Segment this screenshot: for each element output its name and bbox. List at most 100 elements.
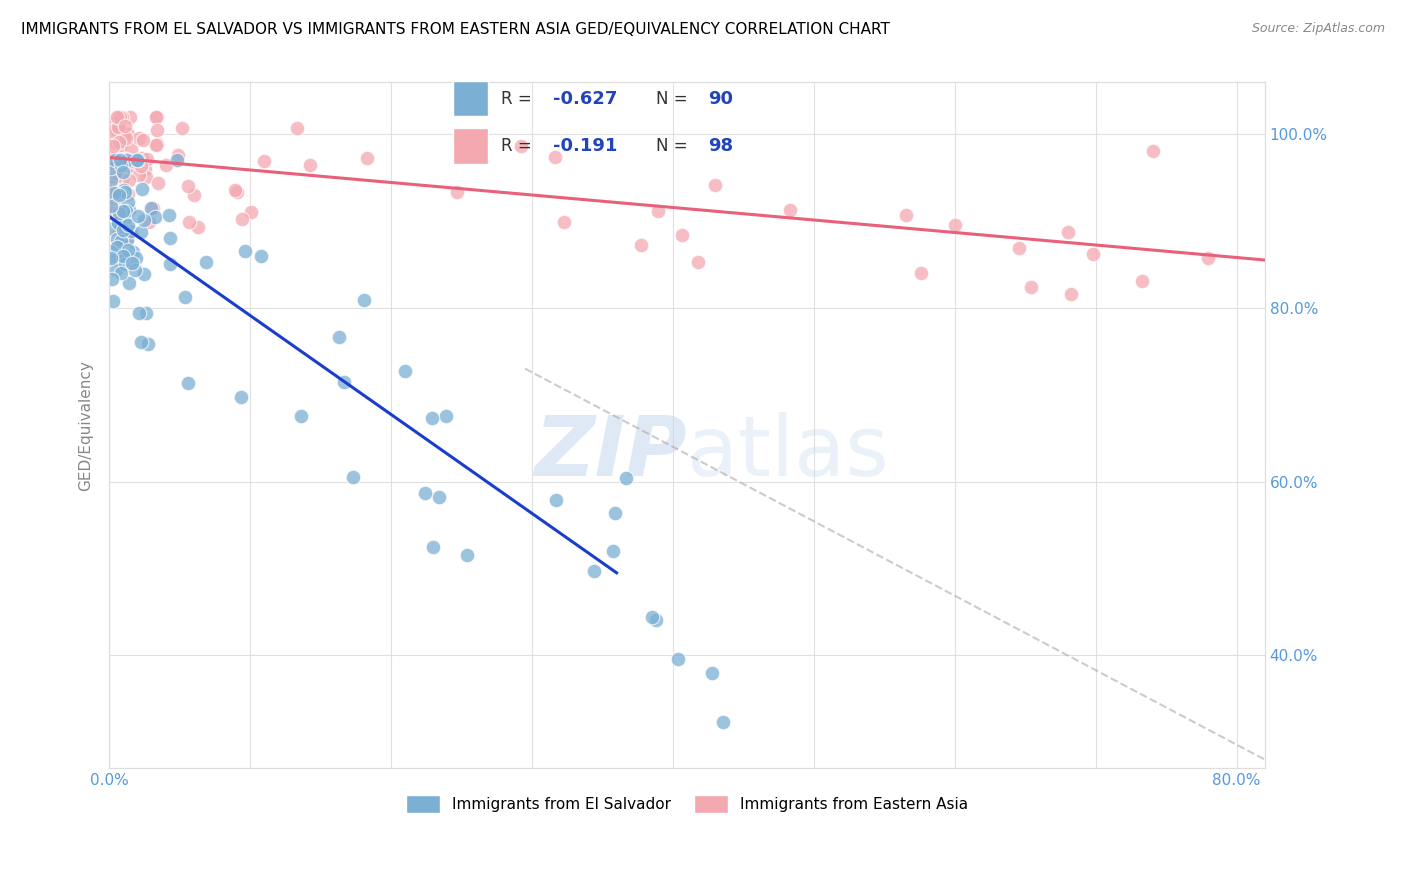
Point: [101, 293, 124, 308]
Point: [231, 212, 253, 227]
Point: [100, 124, 122, 138]
Point: [138, 215, 160, 229]
Point: [779, 203, 801, 218]
Point: [107, 239, 129, 253]
Point: [107, 216, 129, 230]
Point: [700, 665, 723, 680]
Point: [253, 153, 276, 168]
Point: [910, 267, 932, 281]
Point: [118, 202, 141, 217]
Point: [110, 153, 132, 167]
Point: [420, 411, 443, 425]
Point: [943, 219, 966, 233]
Point: [543, 150, 565, 164]
Point: [1142, 145, 1164, 159]
Text: N =: N =: [657, 89, 693, 108]
Point: [131, 182, 153, 196]
Point: [172, 121, 194, 136]
Point: [177, 376, 200, 390]
Point: [100, 244, 122, 259]
Text: N =: N =: [657, 136, 693, 154]
Point: [583, 565, 606, 579]
Point: [342, 470, 364, 484]
Point: [356, 152, 378, 166]
Point: [602, 543, 624, 558]
Point: [100, 172, 122, 186]
Point: [105, 169, 128, 183]
Point: [177, 178, 200, 193]
Point: [104, 252, 127, 266]
Point: [100, 272, 122, 286]
Point: [117, 172, 139, 186]
Point: [100, 155, 122, 169]
Point: [427, 490, 450, 504]
Point: [100, 170, 122, 185]
Point: [107, 225, 129, 239]
Point: [111, 249, 134, 263]
Point: [107, 206, 129, 220]
Point: [614, 471, 637, 485]
Point: [134, 161, 156, 176]
Point: [114, 130, 136, 145]
Point: [139, 201, 162, 215]
Point: [155, 158, 177, 172]
Point: [111, 172, 134, 186]
Point: [135, 170, 157, 185]
Point: [671, 228, 693, 243]
Point: [124, 262, 146, 277]
Point: [134, 267, 156, 281]
Point: [157, 208, 180, 222]
Point: [115, 247, 138, 261]
Point: [110, 266, 132, 280]
Point: [146, 176, 169, 190]
Point: [100, 199, 122, 213]
Text: R =: R =: [502, 136, 543, 154]
Point: [112, 183, 135, 197]
Point: [553, 215, 575, 229]
Point: [110, 110, 132, 124]
Point: [131, 151, 153, 165]
Point: [1060, 286, 1083, 301]
Point: [174, 290, 197, 304]
Point: [187, 219, 209, 234]
Point: [100, 222, 122, 236]
Point: [224, 183, 246, 197]
Point: [177, 214, 200, 228]
Y-axis label: GED/Equivalency: GED/Equivalency: [79, 359, 93, 491]
Point: [103, 186, 125, 200]
Point: [131, 225, 153, 239]
Point: [112, 203, 135, 218]
Text: R =: R =: [502, 89, 537, 108]
Point: [108, 135, 131, 149]
Point: [127, 153, 149, 167]
Point: [120, 159, 142, 173]
Point: [127, 209, 149, 223]
Point: [145, 211, 167, 225]
Point: [647, 204, 669, 219]
Bar: [453, 128, 488, 163]
Point: [711, 714, 734, 729]
Point: [145, 123, 167, 137]
Point: [132, 133, 155, 147]
Point: [120, 153, 142, 168]
Point: [250, 249, 273, 263]
Point: [128, 131, 150, 145]
Point: [111, 223, 134, 237]
Point: [104, 153, 127, 167]
Point: [117, 186, 139, 201]
Text: ZIP: ZIP: [534, 412, 688, 493]
Point: [107, 189, 129, 203]
Point: [105, 152, 128, 166]
Point: [104, 263, 127, 277]
Point: [104, 166, 127, 180]
Point: [114, 153, 136, 167]
Point: [630, 238, 652, 252]
Point: [446, 185, 468, 199]
Point: [333, 375, 356, 389]
Point: [894, 208, 917, 222]
Point: [105, 232, 128, 246]
Point: [105, 110, 128, 124]
Point: [1019, 279, 1042, 293]
Point: [394, 364, 416, 378]
Text: IMMIGRANTS FROM EL SALVADOR VS IMMIGRANTS FROM EASTERN ASIA GED/EQUIVALENCY CORR: IMMIGRANTS FROM EL SALVADOR VS IMMIGRANT…: [21, 22, 890, 37]
